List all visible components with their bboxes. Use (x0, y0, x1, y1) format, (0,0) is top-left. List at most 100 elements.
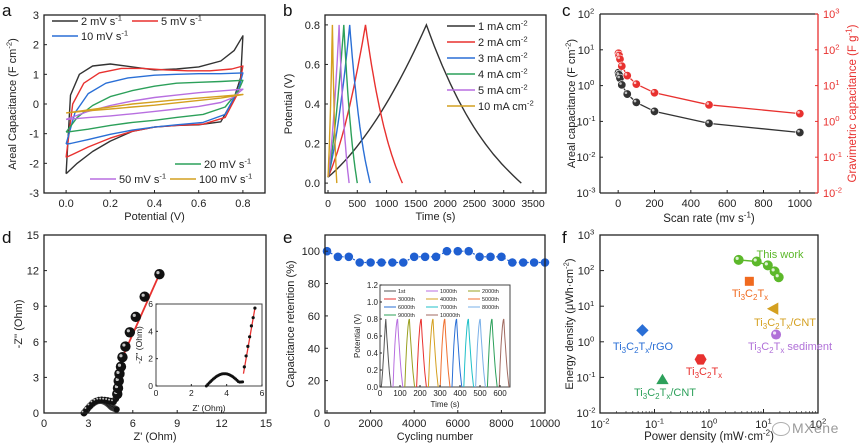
inset-legend-label: 4000th (440, 297, 457, 303)
x-tick-label: 6 (130, 418, 136, 430)
inset-cycle-curve-10 (498, 318, 510, 388)
y-tick-label: 10-3 (576, 186, 595, 200)
data-point-highlight (126, 329, 130, 333)
y-tick-label: 10-2 (576, 406, 595, 420)
y-axis-label: -Z'' (Ohm) (13, 300, 25, 349)
y-tick-label: 3 (33, 372, 39, 384)
y-axis-label: Capacitance retention (%) (285, 260, 297, 387)
data-point (344, 252, 354, 262)
inset-x-tick-label: 2 (189, 388, 194, 398)
data-point (622, 89, 632, 99)
x-tick-label: 0 (325, 198, 331, 210)
data-point-highlight (633, 81, 637, 85)
data-point (120, 341, 131, 352)
panel-e: 0 2000 4000 6000 8000 10000020406080100Cyclin… (285, 234, 560, 443)
data-point (497, 252, 506, 262)
y-tick-label: 102 (578, 7, 595, 21)
inset-point (244, 354, 248, 358)
y-axis-label-right: Gravimetric capacitance (F g-1) (844, 24, 859, 182)
gcd-curve-1 (327, 24, 404, 184)
y-tick-label: 40 (308, 343, 320, 355)
y-tick-label: 6 (33, 337, 39, 349)
data-point (117, 352, 128, 363)
panel-e-frame (324, 234, 546, 414)
data-point (529, 258, 539, 267)
data-point (355, 258, 365, 267)
data-point (622, 71, 632, 81)
legend-label: 3 mA cm-2 (478, 51, 528, 65)
y-tick-label: 101 (578, 42, 595, 56)
y-tick-label: 0 (33, 99, 39, 111)
data-point-highlight (617, 75, 620, 79)
x-tick-label: 100 (701, 417, 718, 431)
data-point-4 (636, 324, 649, 337)
x-tick-label: 102 (810, 417, 827, 431)
data-point-5 (694, 354, 707, 365)
series-label-this-work: This work (756, 249, 804, 261)
inset-y-tick-label: 0.6 (367, 332, 379, 341)
inset-cycle-curve-8 (475, 318, 486, 388)
data-point (795, 127, 805, 137)
y-tick-label: 103 (578, 228, 595, 242)
inset-x-axis-label: Z' (Ohm) (192, 403, 225, 413)
inset-x-tick-label: 100 (393, 389, 407, 398)
data-point (115, 361, 127, 372)
legend-label: 50 mV s-1 (119, 172, 166, 186)
y-tick-label: 20 (308, 376, 320, 388)
inset-cycle-curve-0 (380, 318, 392, 388)
inset-legend-label: 9000th (398, 313, 415, 319)
legend-label: 2 mA cm-2 (478, 35, 528, 49)
x-axis-label: Potential (V) (124, 211, 185, 223)
inset-x-tick-label: 4 (224, 388, 229, 398)
x-tick-label: 1000 (375, 198, 399, 210)
panel-label-d: d (2, 228, 11, 247)
y-tick-label: 2 (33, 40, 39, 52)
data-point (130, 311, 141, 323)
inset-y-tick-label: 0.4 (367, 349, 379, 358)
data-point-highlight (651, 90, 655, 93)
inset-cycle-curve-3 (416, 318, 427, 388)
data-point-0-highlight (764, 262, 768, 266)
data-point-0-highlight (771, 268, 775, 272)
y-axis-label: Areal Capacitance (F cm-2) (5, 38, 19, 170)
y-tick-label: -1 (29, 129, 39, 141)
data-point (366, 258, 375, 267)
x-axis-label: Cycling number (397, 431, 474, 443)
x-axis-label: Scan rate (mv s-1) (663, 210, 755, 225)
data-point (617, 61, 627, 71)
data-point-highlight (617, 56, 620, 60)
inset-point (253, 306, 257, 310)
inset-x-tick-label: 300 (433, 389, 447, 398)
inset-legend-label: 2000th (482, 289, 499, 295)
data-point-highlight (87, 403, 90, 406)
inset-point (249, 324, 253, 328)
inset-y-tick-label: 1.2 (367, 281, 379, 290)
x-tick-label: 400 (682, 198, 700, 210)
data-point-highlight (619, 63, 622, 67)
x-tick-label: 0.2 (103, 198, 118, 210)
inset-legend-label: 6000th (398, 305, 415, 311)
y-tick-label: 9 (33, 301, 39, 313)
x-tick-label: 0.6 (191, 198, 206, 210)
inset-cycle-curve-4 (427, 318, 439, 388)
data-point (518, 258, 528, 267)
x-tick-label: 6000 (446, 418, 470, 430)
y-tick-label-right: 10-1 (823, 150, 842, 164)
inset-cycle-curve-1 (392, 318, 404, 388)
cv-curve-3 (65, 79, 244, 133)
legend-label: 100 mV s-1 (199, 172, 252, 186)
inset-x-tick-label: 6 (260, 388, 265, 398)
x-tick-label: 600 (718, 198, 736, 210)
inset-y-axis-label: -Z'' (Ohm) (134, 326, 144, 364)
data-point-highlight (706, 102, 709, 105)
data-point-6 (656, 373, 669, 385)
inset-point (241, 380, 245, 384)
data-point (475, 252, 484, 262)
x-tick-label: 9 (174, 418, 180, 430)
y-tick-label-right: 100 (823, 114, 840, 128)
data-point-0 (773, 272, 784, 283)
cv-curve-0 (65, 35, 244, 175)
inset-x-tick-label: 0 (378, 389, 383, 398)
data-point-3 (771, 329, 782, 340)
